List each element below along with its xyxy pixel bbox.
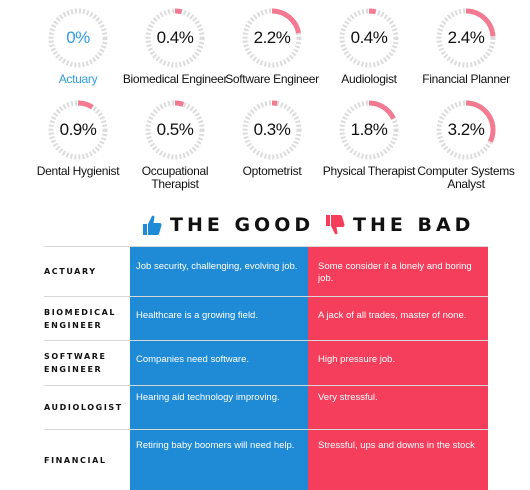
ring-arc — [48, 100, 108, 160]
ring-track — [242, 100, 302, 160]
ring-arc — [242, 8, 302, 68]
percentage-value: 0.5% — [156, 120, 194, 139]
career-item: 2.2% Software Engineer — [219, 6, 325, 86]
good-cell: Retiring baby boomers will need help. — [130, 430, 308, 490]
bad-cell: Stressful, ups and downs in the stock — [308, 430, 488, 490]
ring-track — [48, 8, 108, 68]
ring-arc — [436, 8, 496, 68]
career-name: BIOMEDICAL ENGINEER — [44, 307, 117, 330]
career-item: 0% Actuary — [25, 6, 131, 86]
percentage-value: 3.2% — [447, 120, 485, 139]
thumbs-down-icon — [326, 215, 345, 235]
percentage-value: 0.4% — [156, 28, 194, 47]
career-item: 0.5% Occupational Therapist — [122, 98, 228, 191]
career-item: 0.4% Biomedical Engineer — [122, 6, 228, 86]
bad-heading-text: THE BAD — [353, 214, 475, 236]
ring-chart — [242, 8, 302, 68]
percentage-value: 2.4% — [447, 28, 485, 47]
ring-track — [48, 100, 108, 160]
bad-cell: Some consider it a lonely and boring job… — [308, 247, 488, 296]
career-label: Occupational Therapist — [141, 164, 209, 191]
percentage-ring: 0.3% — [240, 98, 304, 162]
career-label: Physical Therapist — [322, 164, 416, 178]
percentage-value: 2.2% — [253, 28, 291, 47]
good-heading-text: THE GOOD — [170, 214, 315, 236]
ring-chart — [242, 100, 302, 160]
ring-arc — [339, 100, 399, 160]
good-cell: Hearing aid technology improving. — [130, 386, 308, 429]
thumbs-up-icon — [143, 215, 162, 235]
ring-arc — [339, 8, 399, 68]
ring-track — [339, 100, 399, 160]
career-item: 0.4% Audiologist — [316, 6, 422, 86]
career-item: 2.4% Financial Planner — [413, 6, 519, 86]
percentage-value: 0.9% — [59, 120, 97, 139]
career-item: 3.2% Computer Systems Analyst — [413, 98, 519, 191]
ring-chart — [48, 8, 108, 68]
career-label: Biomedical Engineer — [122, 72, 228, 86]
bad-cell: High pressure job. — [308, 341, 488, 385]
career-item: 1.8% Physical Therapist — [316, 98, 422, 178]
ring-track — [436, 8, 496, 68]
career-label: Audiologist — [341, 72, 397, 86]
career-name: SOFTWARE ENGINEER — [44, 352, 107, 374]
career-label: Computer Systems Analyst — [417, 164, 515, 191]
ring-chart — [145, 100, 205, 160]
career-label: Software Engineer — [225, 72, 319, 86]
career-name: ACTUARY — [44, 267, 97, 276]
career-name: FINANCIAL — [44, 455, 107, 465]
bad-cell: A jack of all trades, master of none. — [308, 297, 488, 340]
good-cell: Job security, challenging, evolving job. — [130, 247, 308, 296]
career-ring-grid: 0% Actuary 0.4% Biomedical Engineer 2.2% Soft… — [0, 0, 530, 200]
career-item: 0.9% Dental Hygienist — [25, 98, 131, 178]
table-row: FINANCIAL Retiring baby boomers will need… — [44, 429, 488, 490]
table-row: ACTUARY Job security, challenging, evolvi… — [44, 246, 488, 296]
ring-chart — [436, 100, 496, 160]
career-label: Actuary — [58, 72, 98, 86]
ring-chart — [436, 8, 496, 68]
career-label: Financial Planner — [422, 72, 510, 86]
table-row: AUDIOLOGIST Hearing aid technology improv… — [44, 385, 488, 429]
ring-arc — [242, 100, 302, 160]
percentage-ring: 3.2% — [434, 98, 498, 162]
percentage-ring: 1.8% — [337, 98, 401, 162]
ring-arc — [436, 100, 496, 160]
bad-heading: THE BAD — [325, 210, 474, 240]
percentage-value: 0.3% — [253, 120, 291, 139]
percentage-ring: 0.4% — [337, 6, 401, 70]
ring-track — [242, 8, 302, 68]
ring-chart — [48, 100, 108, 160]
table-row: BIOMEDICAL ENGINEER Healthcare is a growi… — [44, 296, 488, 340]
ring-chart — [339, 100, 399, 160]
percentage-ring: 0.4% — [143, 6, 207, 70]
ring-track — [145, 8, 205, 68]
ring-chart — [339, 8, 399, 68]
percentage-ring: 0.9% — [46, 98, 110, 162]
percentage-value: 1.8% — [350, 120, 388, 139]
ring-arc — [145, 8, 205, 68]
bad-cell: Very stressful. — [308, 386, 488, 429]
percentage-value: 0% — [66, 28, 90, 47]
good-heading: THE GOOD — [142, 210, 314, 240]
ring-track — [145, 100, 205, 160]
ring-chart — [145, 8, 205, 68]
percentage-ring: 0.5% — [143, 98, 207, 162]
table-row: SOFTWARE ENGINEER Companies need software… — [44, 340, 488, 385]
good-cell: Healthcare is a growing field. — [130, 297, 308, 340]
career-label: Dental Hygienist — [36, 164, 120, 178]
percentage-value: 0.4% — [350, 28, 388, 47]
good-cell: Companies need software. — [130, 341, 308, 385]
career-item: 0.3% Optometrist — [219, 98, 325, 178]
ring-track — [339, 8, 399, 68]
career-label: Optometrist — [242, 164, 302, 178]
career-name: AUDIOLOGIST — [44, 403, 123, 412]
percentage-ring: 0% — [46, 6, 110, 70]
percentage-ring: 2.2% — [240, 6, 304, 70]
comparison-table: ACTUARY Job security, challenging, evolvi… — [44, 246, 488, 490]
percentage-ring: 2.4% — [434, 6, 498, 70]
